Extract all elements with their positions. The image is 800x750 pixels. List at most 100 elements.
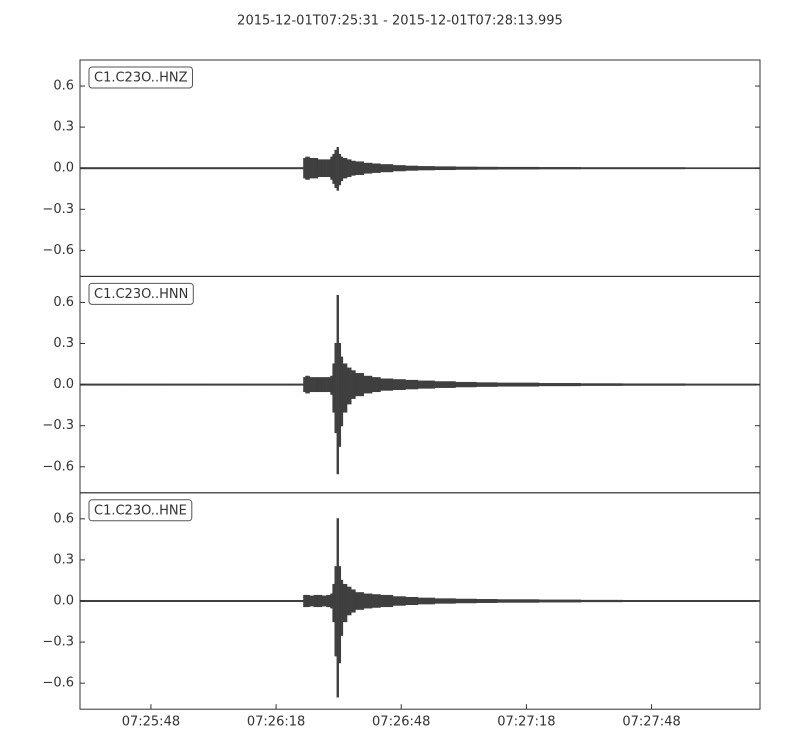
waveform-segment — [363, 162, 373, 174]
trace-label-box — [88, 66, 193, 89]
waveform-segment — [305, 375, 310, 394]
waveform-segment — [392, 165, 406, 172]
waveform-segment — [301, 599, 304, 603]
waveform-segment — [288, 599, 302, 603]
y-tick-label: 0.6 — [53, 511, 74, 526]
waveform-segment — [334, 342, 337, 434]
waveform-segment — [326, 159, 331, 178]
waveform-segment — [351, 589, 356, 613]
waveform-segment — [392, 379, 406, 390]
waveform-segment — [121, 599, 164, 603]
waveform-segment — [434, 381, 456, 388]
waveform-segment — [392, 596, 406, 606]
waveform-segment — [321, 159, 327, 178]
waveform-segment — [372, 594, 381, 608]
y-tick-label: 0.3 — [53, 336, 74, 351]
waveform-segment — [336, 147, 339, 191]
y-tick-label: 0.6 — [53, 295, 74, 310]
waveform-segment — [321, 377, 327, 393]
x-tick-label: 07:25:48 — [122, 715, 180, 730]
waveform-segment — [303, 377, 306, 393]
waveform-segment — [405, 379, 419, 390]
waveform-segment — [380, 378, 394, 391]
waveform-segment — [80, 167, 123, 170]
waveform-segment — [205, 167, 248, 170]
y-tick-label: −0.3 — [42, 635, 74, 650]
waveform-segment — [538, 167, 581, 170]
waveform-segment — [684, 599, 757, 603]
y-tick-label: −0.6 — [42, 243, 74, 258]
waveform-segment — [622, 599, 686, 603]
waveform-segment — [288, 167, 302, 170]
waveform-segment — [338, 342, 342, 447]
waveform-segment — [372, 377, 381, 393]
waveform-segment — [434, 598, 456, 604]
y-tick-label: −0.3 — [42, 418, 74, 433]
waveform-segment — [121, 383, 164, 386]
waveform-segment — [580, 167, 623, 170]
waveform-segment — [455, 166, 477, 170]
waveform-segment — [163, 167, 206, 170]
waveform-segment — [380, 164, 394, 173]
waveform-segment — [380, 594, 394, 608]
waveform-segment — [317, 594, 323, 608]
waveform-segment — [309, 377, 314, 393]
trace-label-box — [88, 499, 193, 522]
waveform-segment — [305, 156, 310, 180]
trace-label: C1.C23O..HNZ — [94, 71, 188, 86]
waveform-segment — [305, 594, 310, 608]
waveform-segment — [80, 383, 123, 386]
waveform-segment — [338, 153, 342, 186]
waveform-segment — [342, 158, 348, 179]
waveform-segment — [326, 377, 331, 393]
waveform-segment — [497, 166, 540, 170]
waveform-segment — [497, 599, 540, 603]
waveform-segment — [347, 367, 352, 405]
waveform-segment — [336, 294, 339, 475]
waveform-segment — [405, 596, 419, 606]
waveform-segment — [309, 595, 314, 607]
waveform-segment — [326, 594, 331, 608]
waveform-segment — [622, 383, 686, 386]
waveform-segment — [121, 167, 164, 170]
y-tick-label: −0.6 — [42, 459, 74, 474]
waveform-segment — [580, 383, 623, 386]
waveform-segment — [684, 383, 757, 386]
waveform-segment — [163, 599, 206, 603]
y-tick-label: 0.0 — [53, 594, 74, 609]
x-tick-label: 07:27:18 — [497, 715, 555, 730]
x-tick-label: 07:27:48 — [622, 715, 680, 730]
waveform-segment — [205, 383, 248, 386]
waveform-segment — [476, 166, 498, 170]
waveform-segment — [580, 599, 623, 603]
waveform-segment — [434, 166, 456, 171]
waveform-segment — [355, 592, 364, 610]
waveform-segment — [476, 382, 498, 387]
waveform-segment — [332, 583, 335, 623]
waveform-segment — [405, 165, 419, 171]
waveform-segment — [351, 370, 356, 399]
waveform-segment — [301, 167, 304, 170]
waveform-segment — [309, 158, 314, 179]
waveform-segment — [317, 159, 323, 178]
waveform-segment — [538, 383, 581, 387]
waveform-segment — [332, 363, 335, 413]
waveform-segment — [246, 383, 289, 386]
waveform-segment — [363, 593, 373, 609]
waveform-segment — [455, 598, 477, 604]
waveform-segment — [336, 518, 339, 698]
waveform-segment — [246, 599, 289, 603]
waveform-segment — [340, 356, 344, 427]
y-tick-label: 0.6 — [53, 79, 74, 94]
chart-title: 2015-12-01T07:25:31 - 2015-12-01T07:28:1… — [237, 14, 563, 29]
waveform-segment — [363, 375, 373, 394]
waveform-segment — [476, 599, 498, 603]
waveform-segment — [684, 167, 757, 170]
waveform-segment — [538, 599, 581, 603]
waveform-segment — [347, 159, 352, 178]
waveform-segment — [288, 383, 302, 386]
trace-label: C1.C23O..HNN — [94, 287, 188, 302]
y-tick-label: −0.3 — [42, 202, 74, 217]
